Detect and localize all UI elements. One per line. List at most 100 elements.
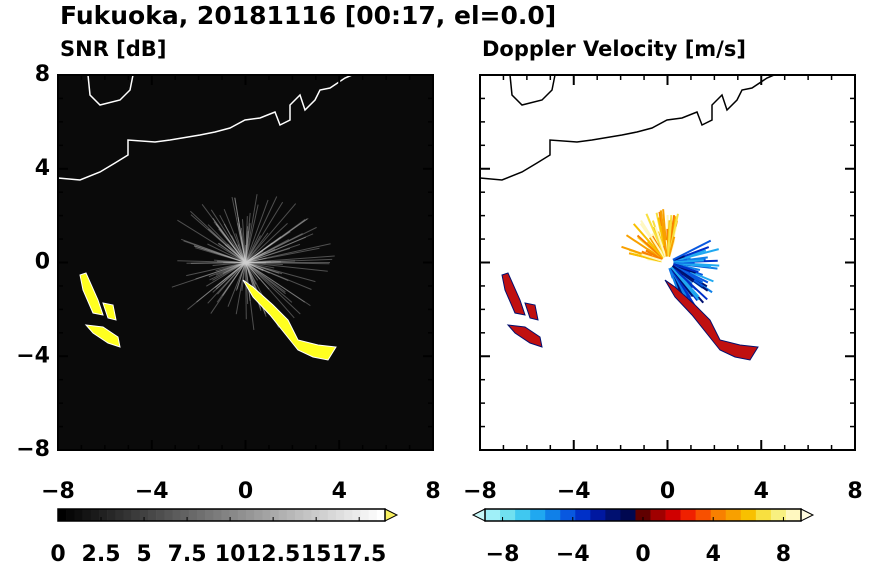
- radar-ray: [245, 226, 249, 263]
- radar-ray: [245, 247, 291, 263]
- colorbar-extend: [384, 508, 399, 522]
- x-tick-label: −8: [463, 479, 497, 504]
- radar-ray: [215, 223, 246, 263]
- radar-ray: [237, 244, 246, 263]
- radar-ray: [235, 262, 246, 315]
- echo: [524, 302, 539, 321]
- radar-ray: [217, 243, 246, 263]
- colorbar-segment: [352, 509, 361, 521]
- echo: [102, 302, 117, 321]
- radar-center: [661, 256, 674, 269]
- radar-ray: [195, 262, 246, 280]
- radar-ray: [222, 262, 246, 274]
- radar-ray: [245, 262, 247, 320]
- y-tick-label: 0: [35, 250, 50, 275]
- radar-ray: [231, 196, 246, 263]
- x-tick-label: 0: [660, 479, 675, 504]
- radar-ray: [209, 262, 246, 281]
- y-tick-label: −4: [16, 343, 50, 368]
- radar-ray: [212, 217, 246, 263]
- colorbar-tick-label: 10: [215, 542, 246, 567]
- colorbar-segment: [147, 509, 157, 521]
- radar-ray: [237, 216, 246, 263]
- radar-ray: [193, 245, 246, 263]
- radar-ray: [235, 262, 246, 291]
- colorbar-segment: [58, 509, 67, 521]
- colorbar-segment: [755, 509, 772, 521]
- colorbar-segment: [107, 509, 116, 521]
- radar-ray: [241, 219, 246, 263]
- radar-ray: [224, 244, 246, 263]
- radar-ray: [245, 233, 314, 263]
- radar-ray: [245, 248, 276, 263]
- radar-ray: [245, 226, 317, 263]
- radar-ray: [245, 258, 333, 263]
- radar-ray: [245, 262, 270, 290]
- radar-ray: [245, 262, 286, 295]
- radar-ray: [245, 223, 251, 263]
- radar-ray: [245, 262, 264, 271]
- radar-ray: [214, 259, 246, 263]
- colorbar-segment: [123, 509, 132, 521]
- radar-ray: [667, 239, 712, 264]
- colorbar-segment: [164, 509, 173, 521]
- colorbar-segment: [530, 509, 546, 521]
- radar-ray: [207, 228, 246, 263]
- x-tick-label: 0: [238, 479, 253, 504]
- colorbar-segment: [115, 509, 124, 521]
- colorbar-segment: [139, 509, 149, 521]
- radar-ray: [245, 223, 288, 263]
- colorbar-segment: [680, 509, 696, 521]
- radar-ray: [201, 204, 246, 263]
- colorbar-tick-label: 0: [635, 542, 650, 567]
- radar-ray: [227, 262, 246, 307]
- colorbar-tick-label: 5: [136, 542, 151, 567]
- radar-ray: [217, 262, 246, 295]
- radar-ray: [245, 238, 290, 263]
- x-tick-label: 4: [332, 479, 347, 504]
- colorbar-segment: [237, 509, 247, 521]
- radar-ray: [659, 210, 669, 263]
- radar-ray: [186, 262, 246, 264]
- radar-ray: [245, 262, 260, 295]
- radar-ray: [207, 243, 246, 263]
- radar-ray: [245, 262, 295, 319]
- radar-ray: [181, 238, 246, 263]
- radar-ray: [245, 262, 259, 281]
- y-tick-label: −8: [16, 437, 50, 462]
- figure-title: Fukuoka, 20181116 [00:17, el=0.0]: [60, 1, 556, 30]
- y-tick-label: 8: [35, 62, 50, 87]
- colorbar-segment: [172, 509, 181, 521]
- radar-ray: [245, 261, 281, 263]
- radar-ray: [195, 247, 246, 263]
- radar-ray: [206, 262, 246, 287]
- colorbar-segment: [90, 509, 100, 521]
- radar-ray: [212, 262, 246, 293]
- radar-ray: [227, 243, 246, 263]
- radar-ray: [245, 212, 251, 263]
- x-tick-label: −4: [135, 479, 169, 504]
- radar-ray: [216, 260, 246, 263]
- colorbar-tick-label: 2.5: [82, 542, 121, 567]
- colorbar-segment: [785, 509, 802, 521]
- radar-ray: [231, 235, 246, 263]
- echo: [242, 279, 337, 361]
- radar-ray: [245, 251, 266, 263]
- echo: [501, 272, 526, 316]
- radar-ray: [237, 223, 246, 263]
- panel-title: Doppler Velocity [m/s]: [482, 37, 746, 61]
- colorbar-tick-label: 7.5: [168, 542, 207, 567]
- colorbar-segment: [695, 509, 712, 521]
- radar-ray: [245, 262, 283, 275]
- colorbar-segment: [311, 509, 320, 521]
- colorbar-segment: [327, 509, 337, 521]
- radar-ray: [245, 232, 269, 263]
- radar-ray: [215, 262, 246, 272]
- colorbar-segment: [221, 509, 230, 521]
- radar-ray: [210, 209, 246, 263]
- radar-ray: [177, 219, 246, 263]
- colorbar-segment: [360, 509, 369, 521]
- radar-ray: [245, 250, 264, 263]
- radar-ray: [245, 262, 293, 303]
- radar-ray: [193, 245, 246, 263]
